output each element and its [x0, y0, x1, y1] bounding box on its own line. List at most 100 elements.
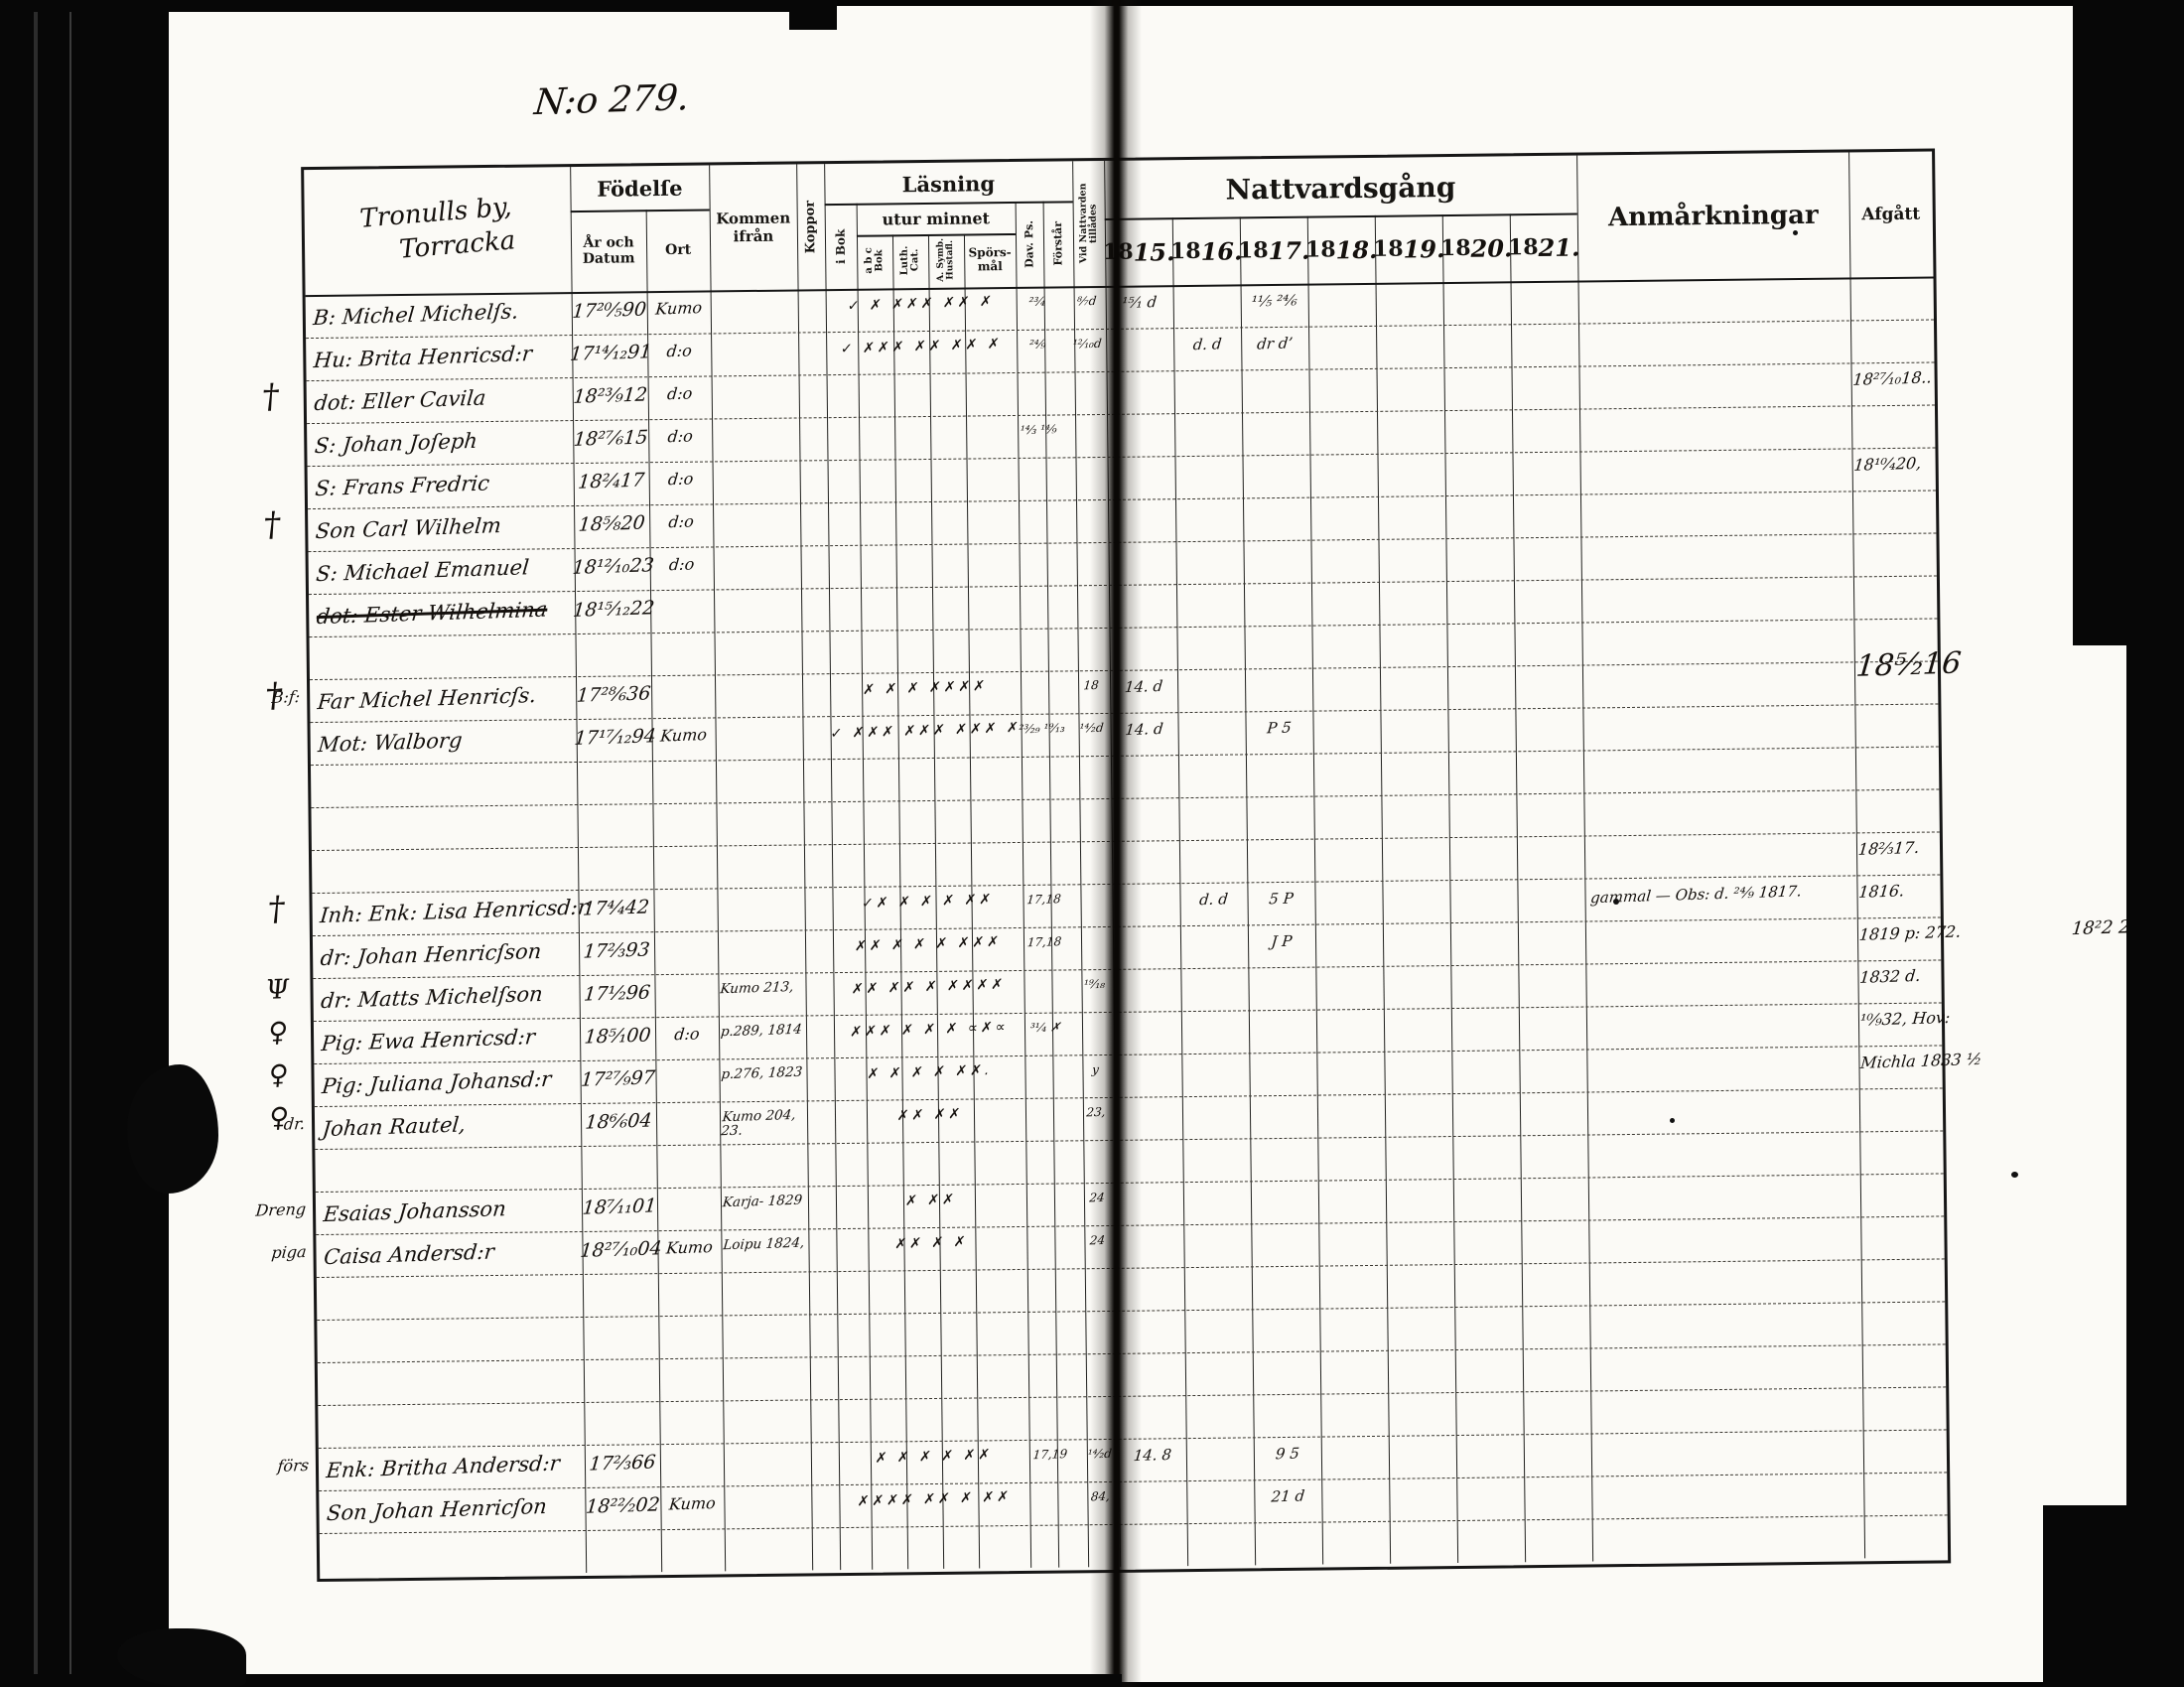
communion-entry: P 5: [1266, 718, 1293, 738]
exam-notes: ²³⁄₂₉ ¹⁹⁄₁₃: [1018, 720, 1066, 737]
lasning-header: Läsning: [901, 170, 996, 197]
reading-marks: ✓ ✗ ✗✗✗ ✗✗ ✗: [847, 293, 996, 315]
communion-entry: ¹¹⁄₅ ²⁴⁄₆: [1250, 291, 1298, 311]
birth-date: 18⁶⁄₆04: [584, 1109, 653, 1134]
reading-marks: ✗✗ ✗✗: [896, 1105, 964, 1125]
remark: gammal — Obs: d. ²⁴⁄₉ 1817.: [1589, 882, 1803, 908]
reading-marks: ✗✗✗ ✗ ✗ ✗ ∝✗∝: [849, 1019, 1010, 1041]
birth-date: 18²²⁄₂02: [585, 1493, 661, 1518]
reading-marks: ✗✗ ✗ ✗ ✗ ✗✗✗: [854, 933, 1003, 955]
departed-entry: 18²⁷⁄₁₀18..: [1851, 367, 1933, 389]
kommen-ifran: Loipu 1824,: [722, 1234, 805, 1254]
abc-bok-header: a b c Bok: [863, 247, 886, 274]
fodelse-header: Födelſe: [597, 175, 683, 202]
symb-hustafla-header: A. Symb. Hustafl.: [935, 237, 956, 282]
column-rule: [645, 210, 663, 1573]
reading-marks: ✗ ✗ ✗ ✗ ✗✗.: [866, 1061, 994, 1083]
kommen-ifran: p.276, 1823: [720, 1063, 803, 1083]
birth-place: Kumo: [654, 298, 704, 319]
person-name: Son Johan Henricſon: [326, 1493, 548, 1526]
person-name: dr: Matts Michelſson: [320, 981, 544, 1014]
exam-notes: 17,19: [1032, 1447, 1068, 1463]
year-header: 18 17.: [1237, 235, 1310, 265]
exam-notes: 17,18: [1026, 934, 1062, 950]
reading-marks: ✗✗ ✗ ✗: [893, 1233, 970, 1253]
person-name: S: Michael Emanuel: [315, 555, 530, 587]
person-name: B: Michel Michelſs.: [312, 299, 520, 331]
kommen-ifran: Kumo 213,: [719, 978, 795, 998]
person-name: Son Carl Wilhelm: [314, 513, 502, 544]
person-name: Mot: Walborg: [317, 728, 464, 758]
birth-place: d:o: [667, 511, 695, 532]
birth-date: 18²⁄₄17: [577, 469, 646, 493]
birth-place: Kumo: [665, 1237, 714, 1258]
page-number: N:o 279.: [532, 77, 692, 124]
margin-mark: †: [266, 889, 287, 929]
person-name: Pig: Ewa Henricsd:r: [320, 1025, 536, 1056]
column-rule: [1441, 214, 1459, 1564]
column-rule: [1374, 214, 1392, 1564]
scan-edge-bottom: [0, 1674, 1122, 1687]
birth-date: 18⁵⁄₈20: [577, 511, 646, 536]
fodelse-ort-header: Ort: [664, 241, 692, 258]
departed-entry: ¹⁰⁄₉32, Hov:: [1858, 1007, 1952, 1030]
birth-date: 17¹⁄₂96: [583, 981, 652, 1006]
year-header: 18 18.: [1304, 234, 1378, 264]
year-header: 18 20.: [1439, 232, 1513, 263]
person-name: dot: Eller Cavila: [313, 385, 487, 416]
name-column-header: Tronulls by, Torracka: [304, 175, 571, 287]
reading-marks: ✗✗ ✗✗ ✗ ✗✗✗✗: [851, 976, 1007, 998]
scan-edge-top-notch: [789, 0, 837, 30]
birth-date: 18¹⁵⁄₁₂22: [572, 597, 656, 622]
person-name: Esaias Johansson: [322, 1196, 507, 1227]
reading-marks: ✗ ✗ ✗ ✗ ✗✗: [874, 1447, 994, 1467]
communion-entry: 5 P: [1268, 889, 1295, 909]
birth-date: 17¹⁷⁄₁₂94: [573, 725, 657, 750]
corner-smudge: [117, 1628, 246, 1687]
reading-marks: ✓✗ ✗ ✗ ✗ ✗✗: [861, 891, 995, 913]
scan-edge-right-bottom: [2043, 1505, 2184, 1687]
row-prefix: förs: [276, 1455, 310, 1476]
utur-minnet-header: utur minnet: [882, 208, 991, 229]
afgatt-header: Afgått: [1861, 204, 1921, 225]
departed-entry: 18⁵⁄₂16: [1854, 645, 1963, 684]
year-header: 18 21.: [1507, 232, 1580, 262]
person-name: Pig: Juliana Johansd:r: [321, 1066, 553, 1099]
birth-date: 17⁴⁄₄42: [582, 896, 651, 920]
departed-entry: 18¹⁰⁄₄20,: [1852, 453, 1923, 475]
person-name: Johan Rautel,: [321, 1112, 468, 1142]
person-name: Enk: Britha Andersd:r: [325, 1451, 561, 1483]
communion-entry: d. d: [1191, 335, 1223, 354]
birth-place: d:o: [667, 469, 695, 490]
communion-entry: 21 d: [1270, 1486, 1305, 1506]
koppor-header: Koppor: [802, 200, 819, 254]
scan-edge-right-top: [2073, 0, 2184, 645]
person-name: S: Frans Fredric: [314, 471, 491, 501]
birth-place: d:o: [665, 341, 693, 361]
departed-entry: Michla 1833 ½: [1859, 1049, 1983, 1072]
column-rule: [1509, 213, 1527, 1563]
ibok-header: i Bok: [833, 228, 848, 264]
birth-date: 17¹⁴⁄₁₂91: [569, 341, 653, 365]
forstar-header: Förstår: [1051, 221, 1065, 266]
exam-notes: ³¹⁄₄ ✗: [1029, 1020, 1061, 1036]
reading-marks: ✗ ✗ ✗ ✗✗✗✗: [862, 678, 989, 699]
birth-date: 17²⁄₃93: [582, 938, 651, 963]
communion-entry: J P: [1270, 931, 1294, 951]
exam-notes: ¹⁴⁄₃ ¹⁴⁄₉: [1020, 422, 1058, 438]
dav-ps-header: Dav. Ps.: [1023, 219, 1036, 268]
person-name: dr: Johan Henricſson: [319, 938, 543, 971]
birth-date: 17²⁄₃66: [588, 1451, 657, 1476]
anmarkningar-header: Anmårkningar: [1607, 200, 1819, 233]
luth-cat-header: Luth. Cat.: [898, 245, 921, 276]
birth-date: 17²⁸⁄₆36: [575, 682, 652, 707]
person-name: Far Michel Henricſs.: [316, 683, 538, 715]
birth-date: 18⁷⁄₁₁01: [581, 1195, 658, 1219]
communion-entry: d. d: [1198, 890, 1229, 910]
birth-date: 17²⁷⁄₉97: [580, 1066, 656, 1091]
reading-marks: ✗✗✗✗ ✗✗ ✗ ✗✗: [857, 1488, 1013, 1510]
birth-date: 18²⁷⁄₁₀04: [579, 1237, 663, 1262]
person-name: Caisa Andersd:r: [323, 1239, 495, 1270]
scan-edge-top: [0, 0, 829, 12]
